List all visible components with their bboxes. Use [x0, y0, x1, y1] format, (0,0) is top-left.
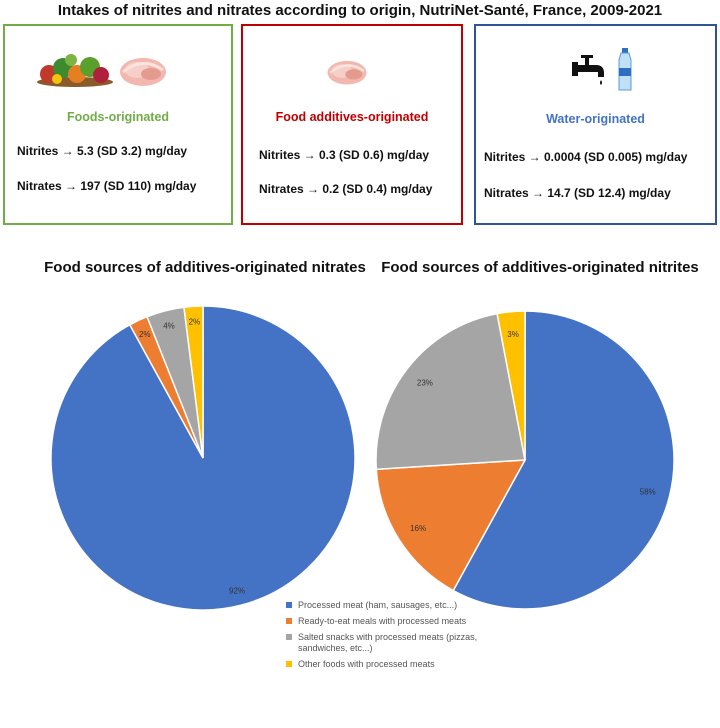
- pie-slice-label: 2%: [189, 317, 201, 326]
- pie-slice: [496, 310, 526, 461]
- pie-slice-label: 2%: [139, 330, 151, 339]
- legend-item-other-foods: Other foods with processed meats: [286, 659, 516, 670]
- legend-label: Salted snacks with processed meats (pizz…: [298, 632, 478, 653]
- water-card-title: Water-originated: [546, 112, 645, 126]
- nitrates-pie-chart: 92% 2% 4% 2%: [50, 305, 356, 611]
- additives-nitrites-line: Nitrites → 0.3 (SD 0.6) mg/day: [259, 148, 430, 162]
- main-title: Intakes of nitrites and nitrates accordi…: [57, 2, 663, 19]
- additives-nitrates-line: Nitrates → 0.2 (SD 0.4) mg/day: [259, 182, 433, 196]
- legend-item-processed-meat: Processed meat (ham, sausages, etc...): [286, 600, 516, 611]
- foods-nitrates-line: Nitrates → 197 (SD 110) mg/day: [17, 179, 197, 193]
- water-bottle-icon: [618, 48, 632, 91]
- nitrites-pie-chart: 58% 16% 23% 3%: [375, 310, 675, 610]
- ham-icon: [120, 58, 166, 86]
- water-nitrites-line: Nitrites → 0.0004 (SD 0.005) mg/day: [484, 150, 688, 164]
- pie-slice-label: 3%: [507, 330, 519, 339]
- legend-label: Ready-to-eat meals with processed meats: [298, 616, 467, 626]
- vegetables-icon: [37, 54, 113, 87]
- water-nitrates-line: Nitrates → 14.7 (SD 12.4) mg/day: [484, 186, 671, 200]
- pie-slice: [375, 459, 527, 592]
- foods-card-title: Foods-originated: [66, 110, 170, 124]
- pie-title-nitrates: Food sources of additives-originated nit…: [44, 259, 366, 276]
- additives-card-title: Food additives-originated: [275, 110, 429, 124]
- pie-title-nitrites: Food sources of additives-originated nit…: [381, 259, 699, 276]
- pie-slice-label: 58%: [640, 487, 656, 496]
- pie-slice: [452, 310, 675, 610]
- legend-swatch: [286, 618, 292, 624]
- legend-swatch: [286, 661, 292, 667]
- pie-slice-label: 92%: [229, 587, 245, 596]
- chart-legend: Processed meat (ham, sausages, etc...) R…: [286, 600, 516, 675]
- legend-label: Other foods with processed meats: [298, 659, 435, 669]
- legend-label: Processed meat (ham, sausages, etc...): [298, 600, 458, 610]
- pie-slice: [375, 312, 526, 471]
- ham-icon: [327, 60, 367, 85]
- foods-nitrites-line: Nitrites → 5.3 (SD 3.2) mg/day: [17, 144, 188, 158]
- legend-swatch: [286, 602, 292, 608]
- water-originated-card: Water-originated Nitrites → 0.0004 (SD 0…: [474, 24, 717, 225]
- legend-item-salted-snacks: Salted snacks with processed meats (pizz…: [286, 632, 516, 654]
- pie-slice: [183, 305, 204, 459]
- pie-slice-label: 23%: [417, 378, 433, 387]
- legend-swatch: [286, 634, 292, 640]
- pie-slice-label: 16%: [410, 524, 426, 533]
- foods-originated-card: Foods-originated Nitrites → 5.3 (SD 3.2)…: [3, 24, 233, 225]
- legend-item-ready-to-eat: Ready-to-eat meals with processed meats: [286, 616, 516, 627]
- faucet-icon: [572, 55, 604, 85]
- pie-slice-label: 4%: [163, 321, 175, 330]
- food-additives-originated-card: Food additives-originated Nitrites → 0.3…: [241, 24, 463, 225]
